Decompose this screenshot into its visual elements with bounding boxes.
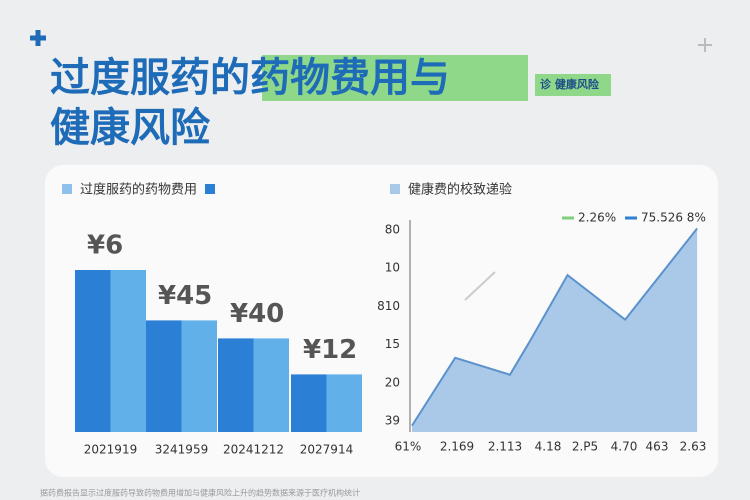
legend-swatch <box>62 184 72 194</box>
title-part: 过度服药 <box>50 55 210 101</box>
x-tick-label: 2027914 <box>300 443 353 457</box>
value-annotation: ¥6 <box>87 231 123 261</box>
x-label: 2.63 <box>680 440 707 454</box>
x-tick-label: 20241212 <box>223 443 284 457</box>
value-annotation: ¥40 <box>230 299 284 329</box>
bar <box>253 338 289 432</box>
legend-swatch <box>390 184 400 194</box>
plus-icon <box>30 30 46 46</box>
footer: 据药费报告显示过度服药导致药物费用增加与健康风险上升的趋势数据来源于医疗机构统计 <box>40 488 360 498</box>
area <box>412 228 698 432</box>
bar <box>146 320 182 432</box>
x-label: 2.P5 <box>572 440 598 454</box>
x-label: 463 <box>646 440 669 454</box>
legend-title: 健康费的校致递验 <box>408 182 512 198</box>
x-label: 4.18 <box>535 440 562 454</box>
title-line2: 健康风险 <box>50 105 211 151</box>
x-tick-label: 3241959 <box>155 443 208 457</box>
y-label: 80 <box>385 223 400 237</box>
bar <box>326 374 362 432</box>
y-label: 10 <box>385 261 400 275</box>
badge-bg <box>535 74 611 96</box>
y-label: 810 <box>377 299 400 313</box>
value-annotation: ¥12 <box>303 335 357 365</box>
bar <box>181 320 217 432</box>
badge: 诊 健康风险 <box>540 77 600 91</box>
title: 过度服药的药物费用与 <box>50 55 450 101</box>
legend-swatch <box>205 184 215 194</box>
legend-label: 75.526 8% <box>641 211 706 225</box>
x-label: 2.113 <box>488 440 522 454</box>
bar <box>75 270 111 432</box>
legend-label: 2.26% <box>578 211 616 225</box>
title-highlight-bg <box>262 55 528 101</box>
x-label: 4.70 <box>611 440 638 454</box>
plus-icon <box>698 38 712 52</box>
y-label: 15 <box>385 337 400 351</box>
bar <box>218 338 254 432</box>
title-highlight: 的药物费用与 <box>210 55 450 101</box>
y-label: 39 <box>385 414 400 428</box>
bar <box>291 374 327 432</box>
x-label: 2.169 <box>440 440 474 454</box>
value-annotation: ¥45 <box>158 281 212 311</box>
x-label: 61% <box>395 440 422 454</box>
y-label: 20 <box>385 375 400 389</box>
x-tick-label: 2021919 <box>84 443 137 457</box>
area-line <box>411 227 698 427</box>
legend-title: 过度服药的药物费用 <box>80 182 197 198</box>
decor-line <box>464 271 496 301</box>
bar <box>110 270 146 432</box>
